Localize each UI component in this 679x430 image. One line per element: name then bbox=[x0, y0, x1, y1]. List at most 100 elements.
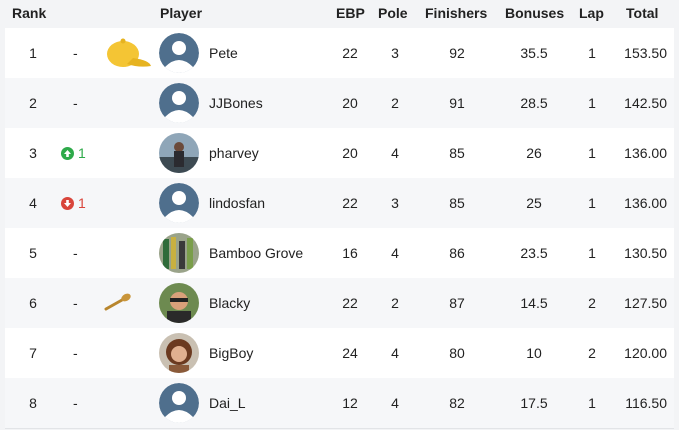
avatar[interactable] bbox=[159, 133, 199, 173]
total-value: 142.50 bbox=[624, 95, 667, 111]
table-row[interactable]: 7 - BigBoy 24 4 80 10 2 120.00 bbox=[5, 328, 674, 379]
player-name[interactable]: lindosfan bbox=[209, 195, 266, 211]
table-row[interactable]: 4 1 lindosfan 22 3 85 25 1 136.00 bbox=[5, 178, 674, 229]
pole-value: 3 bbox=[391, 195, 399, 211]
spoon-icon bbox=[104, 293, 131, 311]
lap-value: 1 bbox=[588, 395, 596, 411]
lap-value: 2 bbox=[588, 295, 596, 311]
lap-value: 1 bbox=[588, 95, 596, 111]
rank-number: 6 bbox=[29, 295, 37, 311]
rank-change-cell: 1 bbox=[61, 178, 101, 228]
arrow-up-icon bbox=[61, 146, 74, 160]
player-name[interactable]: Dai_L bbox=[209, 395, 246, 411]
table-row[interactable]: 8 - Dai_L 12 4 82 17.5 1 116.50 bbox=[5, 378, 674, 429]
total-value: 136.00 bbox=[624, 145, 667, 161]
total-value: 127.50 bbox=[624, 295, 667, 311]
rank-change: 1 bbox=[61, 128, 101, 178]
bonuses-value: 14.5 bbox=[520, 295, 548, 311]
header-player[interactable]: Player bbox=[160, 5, 203, 21]
ebp-value: 20 bbox=[342, 145, 358, 161]
table-row[interactable]: 3 1 pharvey 20 4 85 26 1 136.00 bbox=[5, 128, 674, 179]
avatar[interactable] bbox=[159, 183, 199, 223]
table-row[interactable]: 5 - Bamboo Grove 16 4 86 23.5 1 130.50 bbox=[5, 228, 674, 279]
avatar[interactable] bbox=[159, 333, 199, 373]
rank-number: 7 bbox=[29, 345, 37, 361]
bonuses-value: 17.5 bbox=[520, 395, 548, 411]
rank-change-value: - bbox=[73, 95, 78, 111]
rank-change-value: - bbox=[73, 245, 78, 261]
pole-value: 2 bbox=[391, 295, 399, 311]
ebp-value: 16 bbox=[342, 245, 358, 261]
finishers-value: 91 bbox=[449, 95, 465, 111]
total-value: 120.00 bbox=[624, 345, 667, 361]
pole-value: 4 bbox=[391, 145, 399, 161]
badge-cell bbox=[97, 278, 153, 328]
avatar[interactable] bbox=[159, 283, 199, 323]
finishers-value: 86 bbox=[449, 245, 465, 261]
badge-cell bbox=[97, 78, 153, 128]
pole-value: 2 bbox=[391, 95, 399, 111]
total-value: 116.50 bbox=[625, 395, 667, 411]
header-bonuses[interactable]: Bonuses bbox=[505, 5, 565, 21]
ebp-value: 22 bbox=[342, 295, 358, 311]
bonuses-value: 23.5 bbox=[520, 245, 548, 261]
finishers-value: 92 bbox=[449, 45, 465, 61]
player-name[interactable]: pharvey bbox=[209, 145, 259, 161]
bonuses-value: 35.5 bbox=[520, 45, 548, 61]
badge-cell bbox=[97, 328, 153, 378]
header-lap[interactable]: Lap bbox=[579, 5, 604, 21]
bonuses-value: 26 bbox=[526, 145, 542, 161]
table-row[interactable]: 2 - JJBones 20 2 91 28.5 1 142.50 bbox=[5, 78, 674, 129]
avatar[interactable] bbox=[159, 83, 199, 123]
rank-change-cell: 1 bbox=[61, 128, 101, 178]
rank-number: 1 bbox=[29, 45, 37, 61]
rank-change-cell: - bbox=[61, 78, 101, 128]
avatar[interactable] bbox=[159, 233, 199, 273]
rank-change-cell: - bbox=[61, 228, 101, 278]
ebp-value: 20 bbox=[342, 95, 358, 111]
ebp-value: 22 bbox=[342, 195, 358, 211]
total-value: 153.50 bbox=[624, 45, 667, 61]
header-rank[interactable]: Rank bbox=[12, 5, 47, 21]
player-name[interactable]: Pete bbox=[209, 45, 238, 61]
arrow-down-icon bbox=[61, 196, 74, 210]
finishers-value: 80 bbox=[449, 345, 465, 361]
rank-change-cell: - bbox=[61, 328, 101, 378]
rank-number: 2 bbox=[29, 95, 37, 111]
rank-change-value: 1 bbox=[78, 145, 86, 161]
lap-value: 2 bbox=[588, 345, 596, 361]
rank-change-value: - bbox=[73, 45, 78, 61]
header-pole[interactable]: Pole bbox=[378, 5, 408, 21]
player-name[interactable]: Blacky bbox=[209, 295, 251, 311]
player-name[interactable]: Bamboo Grove bbox=[209, 245, 304, 261]
lap-value: 1 bbox=[588, 45, 596, 61]
header-total[interactable]: Total bbox=[626, 5, 659, 21]
rank-number: 4 bbox=[29, 195, 37, 211]
table-row[interactable]: 1 - Pete 22 3 92 35.5 1 153.50 bbox=[5, 28, 674, 79]
ebp-value: 12 bbox=[342, 395, 358, 411]
finishers-value: 85 bbox=[449, 145, 465, 161]
rank-change: 1 bbox=[61, 178, 101, 228]
rank-change-cell: - bbox=[61, 28, 101, 78]
header-finishers[interactable]: Finishers bbox=[425, 5, 488, 21]
avatar[interactable] bbox=[159, 383, 199, 423]
bonuses-value: 10 bbox=[526, 345, 542, 361]
player-name[interactable]: JJBones bbox=[209, 95, 263, 111]
avatar[interactable] bbox=[159, 33, 199, 73]
rank-number: 3 bbox=[29, 145, 37, 161]
player-name[interactable]: BigBoy bbox=[209, 345, 254, 361]
finishers-value: 82 bbox=[449, 395, 465, 411]
lap-value: 1 bbox=[588, 145, 596, 161]
lap-value: 1 bbox=[588, 195, 596, 211]
rank-change-cell: - bbox=[61, 278, 101, 328]
table-row[interactable]: 6 - Blacky 22 2 87 14.5 2 127.50 bbox=[5, 278, 674, 329]
badge-cell bbox=[97, 228, 153, 278]
badge-cell bbox=[97, 28, 153, 78]
header-ebp[interactable]: EBP bbox=[336, 5, 365, 21]
table-header: Rank Player EBP Pole Finishers Bonuses L… bbox=[0, 0, 679, 28]
pole-value: 4 bbox=[391, 395, 399, 411]
bonuses-value: 28.5 bbox=[520, 95, 548, 111]
pole-value: 3 bbox=[391, 45, 399, 61]
rank-change-cell: - bbox=[61, 378, 101, 428]
